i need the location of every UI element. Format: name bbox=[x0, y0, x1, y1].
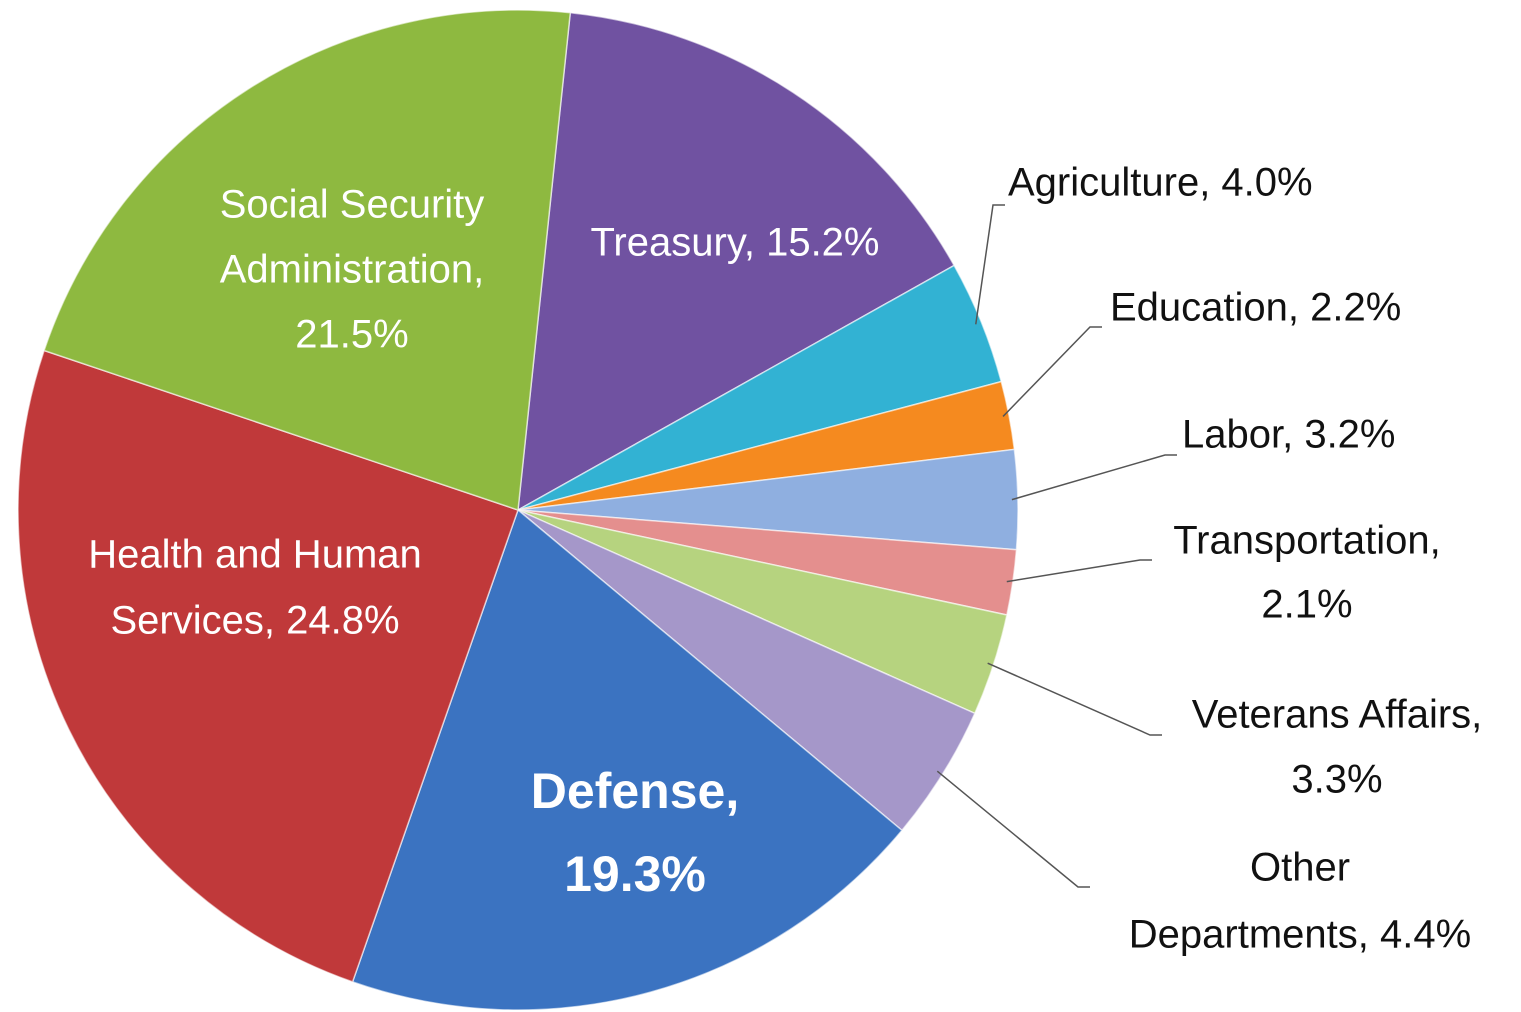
data-label: 3.3% bbox=[1291, 758, 1382, 802]
data-label: Agriculture, 4.0% bbox=[1008, 161, 1313, 205]
data-label: Social Security bbox=[220, 183, 485, 227]
pie-slice bbox=[17, 349, 519, 983]
pie-slice bbox=[517, 11, 956, 512]
data-label: Treasury, 15.2% bbox=[590, 221, 879, 265]
data-label: Labor, 3.2% bbox=[1182, 413, 1396, 457]
leader-line bbox=[975, 204, 1005, 325]
pie-slice bbox=[351, 508, 903, 1011]
pie-slice bbox=[43, 9, 572, 512]
data-label: Departments, 4.4% bbox=[1129, 913, 1471, 957]
data-label: 19.3% bbox=[564, 846, 706, 902]
data-label: 2.1% bbox=[1261, 583, 1352, 627]
data-label: Health and Human bbox=[88, 533, 422, 577]
data-label: 21.5% bbox=[295, 313, 408, 357]
leader-line bbox=[1002, 326, 1102, 417]
leader-line bbox=[987, 662, 1162, 736]
leader-line bbox=[936, 770, 1090, 888]
data-label: Other bbox=[1250, 846, 1350, 890]
data-label: Transportation, bbox=[1173, 519, 1441, 563]
leader-line bbox=[1006, 559, 1152, 583]
data-label: Education, 2.2% bbox=[1110, 286, 1401, 330]
data-label: Services, 24.8% bbox=[110, 599, 399, 643]
leader-line bbox=[1011, 454, 1177, 501]
data-label: Administration, bbox=[220, 248, 485, 292]
data-label: Veterans Affairs, bbox=[1192, 693, 1483, 737]
data-label: Defense, bbox=[531, 763, 739, 819]
